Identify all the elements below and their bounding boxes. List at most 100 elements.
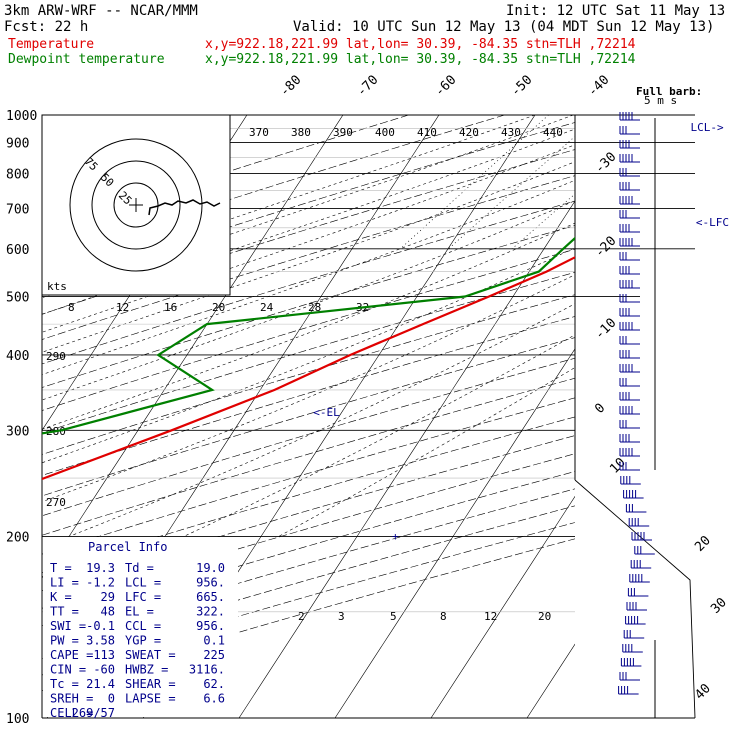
parcel-value: 29 xyxy=(101,590,115,604)
parcel-value: 322. xyxy=(196,605,225,619)
isotherm-line xyxy=(238,200,575,718)
pressure-label: 700 xyxy=(6,202,29,217)
mixing-ratio-label: 2 xyxy=(298,610,305,623)
mixing-ratio-label: 20 xyxy=(538,610,551,623)
barb-legend-title: Full barb: xyxy=(636,85,702,98)
parcel-value: 19.3 xyxy=(86,561,115,575)
isotherm-label: 40 xyxy=(692,681,714,703)
parcel-box-bg xyxy=(43,537,238,717)
mixing-ratio-line xyxy=(511,193,575,250)
hodograph-ring xyxy=(113,182,159,228)
theta-label: 440 xyxy=(543,126,563,139)
init-time: Init: 12 UTC Sat 11 May 13 xyxy=(506,3,725,19)
isotherm-label: 30 xyxy=(708,595,730,617)
parcel-value: 0 xyxy=(108,692,115,706)
isotherm-label: -20 xyxy=(592,234,619,261)
pw-axis-label: 24 xyxy=(260,301,274,314)
parcel-value: 48 xyxy=(101,605,115,619)
level-annotation: <-LFC xyxy=(696,216,729,229)
hodograph-unit: kts xyxy=(47,280,67,293)
parcel-key: LAPSE = xyxy=(125,692,176,706)
hodograph-center xyxy=(129,198,143,212)
pressure-label: 400 xyxy=(6,349,29,364)
wind-barbs xyxy=(618,112,656,718)
isotherm-line xyxy=(623,115,740,718)
pressure-label: 1000 xyxy=(6,109,37,124)
dewpoint-label: Dewpoint temperature xyxy=(8,52,165,67)
parcel-value: 0.1 xyxy=(203,634,225,648)
parcel-key: CIN = xyxy=(50,663,86,677)
valid-time: Valid: 10 UTC Sun 12 May 13 (04 MDT Sun … xyxy=(293,19,714,35)
theta-label: 430 xyxy=(501,126,521,139)
isotherm-label: 20 xyxy=(692,533,714,555)
isotherm-line xyxy=(430,495,575,718)
theta-label: 410 xyxy=(417,126,437,139)
parcel-key: Td = xyxy=(125,561,154,575)
parcel-key: K = xyxy=(50,590,72,604)
parcel-value: 3116. xyxy=(189,663,225,677)
pressure-label: 800 xyxy=(6,167,29,182)
profiles xyxy=(42,236,575,481)
isotherm-line xyxy=(334,348,575,718)
theta-label: 370 xyxy=(249,126,269,139)
parcel-key: CCL = xyxy=(125,619,161,633)
dewpoint-profile xyxy=(42,236,575,435)
isotherm-line xyxy=(719,115,740,718)
forecast-hour: Fcst: 22 h xyxy=(4,19,88,35)
level-annotation: <-EL xyxy=(313,406,340,419)
isotherm-label: -70 xyxy=(354,73,381,100)
pressure-label: 500 xyxy=(6,291,29,306)
profile-lines xyxy=(42,236,575,481)
isotherm-label: -80 xyxy=(277,73,304,100)
dewpoint-location: x,y=922.18,221.99 lat,lon= 30.39, -84.35… xyxy=(205,52,636,67)
parcel-value: 225 xyxy=(203,648,225,662)
parcel-value: -0.1 xyxy=(86,619,115,633)
parcel-key: SREH = xyxy=(50,692,93,706)
parcel-key: LFC = xyxy=(125,590,161,604)
hodograph-ring xyxy=(91,160,181,250)
parcel-key: LI = xyxy=(50,576,79,590)
parcel-key: PW = xyxy=(50,634,79,648)
isotherm-label: -40 xyxy=(585,73,612,100)
pw-axis-label: 16 xyxy=(164,301,177,314)
moist-adiabat-line xyxy=(278,367,575,537)
model-title: 3km ARW-WRF -- NCAR/MMM xyxy=(4,3,198,19)
parcel-key: T = xyxy=(50,561,72,575)
isotherm-label: -10 xyxy=(592,316,619,343)
mixing-ratio-label: 12 xyxy=(484,610,497,623)
temperature-location: x,y=922.18,221.99 lat,lon= 30.39, -84.35… xyxy=(205,37,636,52)
mixing-ratio-label: 3 xyxy=(338,610,345,623)
parcel-value: 113 xyxy=(93,648,115,662)
barb-legend-unit: 5 m s xyxy=(644,94,677,107)
isotherm-label: 0 xyxy=(592,401,608,417)
parcel-key: EL = xyxy=(125,605,154,619)
parcel-value: 269/57 xyxy=(72,706,115,720)
parcel-marker: + xyxy=(392,530,399,543)
theta-label: 420 xyxy=(459,126,479,139)
plot-right-extension xyxy=(574,479,696,719)
parcel-info-box: Parcel Info T = 19.3 Td = 19.0 LI = -1.2 LCL = 9… xyxy=(43,537,238,720)
parcel-key: CELL = xyxy=(50,706,93,720)
parcel-value: 956. xyxy=(196,619,225,633)
pressure-label: 600 xyxy=(6,243,29,258)
pressure-label: 900 xyxy=(6,137,29,152)
parcel-key: Tc = xyxy=(50,677,79,691)
moist-adiabat-line xyxy=(42,222,575,430)
theta-label: 390 xyxy=(333,126,353,139)
parcel-value: 3.58 xyxy=(86,634,115,648)
level-annotation: LCL-> xyxy=(690,121,723,134)
isotherm-label: -50 xyxy=(508,73,535,100)
temperature-label: Temperature xyxy=(8,37,94,52)
theta-label: 380 xyxy=(291,126,311,139)
pw-axis-label: 12 xyxy=(116,301,129,314)
pw-axis-label: 8 xyxy=(68,301,75,314)
parcel-value: -60 xyxy=(93,663,115,677)
parcel-key: SWEAT = xyxy=(125,648,176,662)
dry-adiabat-label: 290 xyxy=(46,350,66,363)
moist-adiabat-line xyxy=(68,303,575,537)
pressure-label: 200 xyxy=(6,530,29,545)
pressure-label: 100 xyxy=(6,712,29,727)
parcel-key: CAPE = xyxy=(50,648,93,662)
